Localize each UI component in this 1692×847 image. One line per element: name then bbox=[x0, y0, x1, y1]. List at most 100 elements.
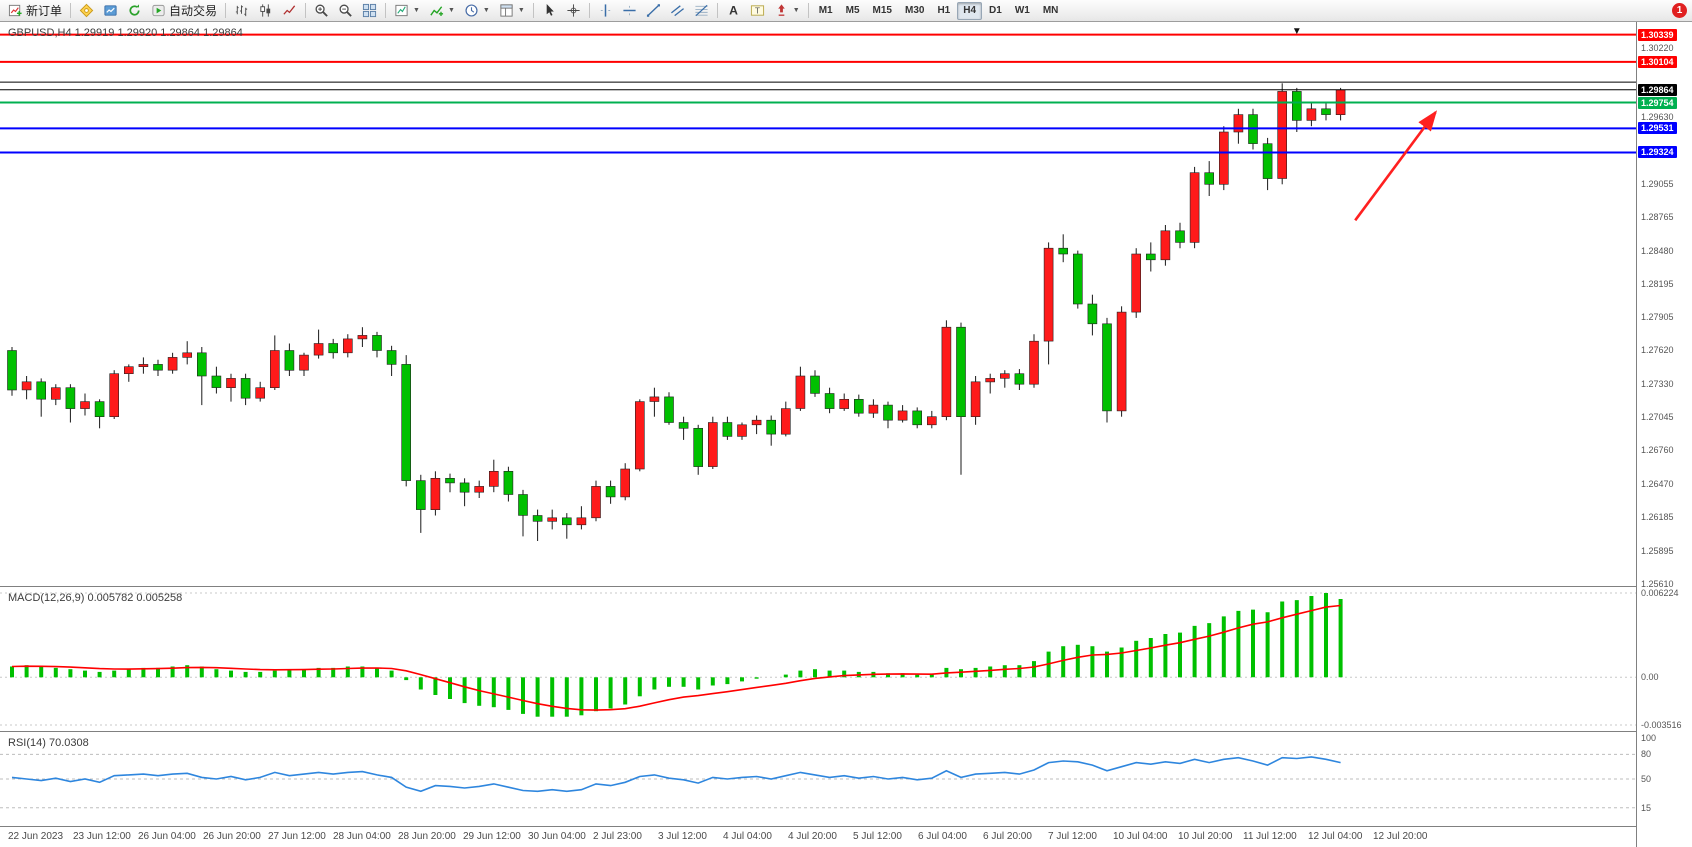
price-badge: 1.29324 bbox=[1638, 146, 1677, 158]
toolbar-separator bbox=[532, 3, 534, 18]
toolbar-separator bbox=[588, 3, 590, 18]
rsi-line bbox=[11, 756, 1341, 793]
wizard-button[interactable] bbox=[75, 1, 98, 21]
vertical-line-button[interactable] bbox=[594, 1, 617, 21]
svg-text:A: A bbox=[729, 4, 738, 18]
axis-tick-label: 1.25610 bbox=[1641, 579, 1674, 589]
panel-splitter bbox=[0, 826, 1692, 827]
timeframe-m15-button[interactable]: M15 bbox=[872, 5, 892, 16]
time-tick-label: 10 Jul 20:00 bbox=[1178, 831, 1233, 842]
periods-button[interactable]: ▼ bbox=[460, 1, 494, 21]
axis-tick-label: 1.29630 bbox=[1641, 112, 1674, 122]
indicators-button[interactable]: ▼ bbox=[425, 1, 459, 21]
cursor-button[interactable] bbox=[538, 1, 561, 21]
new-chart-button[interactable]: ▼ bbox=[390, 1, 424, 21]
text-button[interactable]: A bbox=[722, 1, 745, 21]
timeframe-d1-button[interactable]: D1 bbox=[989, 5, 1002, 16]
price-badge: 1.29531 bbox=[1638, 122, 1677, 134]
horizontal-line-button[interactable] bbox=[618, 1, 641, 21]
bars-chart-button[interactable] bbox=[230, 1, 253, 21]
candlesticks bbox=[7, 83, 1346, 541]
text-label-icon: T bbox=[750, 5, 764, 16]
tile-windows-button[interactable] bbox=[358, 1, 381, 21]
chevron-down-icon: ▼ bbox=[517, 7, 525, 14]
channel-icon bbox=[670, 5, 684, 17]
svg-text:T: T bbox=[755, 5, 760, 15]
arrows-icon bbox=[778, 4, 785, 16]
price-axis[interactable]: 1.30220 1.29630 1.29055 1.28765 1.28480 1.281… bbox=[1636, 22, 1692, 847]
autotrading-button[interactable]: 自动交易 bbox=[147, 1, 221, 21]
macd-signal-line bbox=[11, 604, 1341, 711]
candles-chart-button[interactable] bbox=[254, 1, 277, 21]
trend-arrow-annotation[interactable] bbox=[1354, 110, 1438, 222]
time-tick-label: 26 Jun 20:00 bbox=[203, 831, 261, 842]
axis-tick-label: -0.003516 bbox=[1641, 720, 1682, 730]
candles-chart-icon bbox=[260, 4, 271, 17]
market-button[interactable] bbox=[99, 1, 122, 21]
time-tick-label: 30 Jun 04:00 bbox=[528, 831, 586, 842]
templates-icon bbox=[500, 4, 513, 17]
panel-splitter[interactable] bbox=[0, 731, 1692, 732]
market-icon bbox=[104, 5, 117, 16]
zoom-out-button[interactable] bbox=[334, 1, 357, 21]
refresh-button[interactable] bbox=[123, 1, 146, 21]
hline-objects[interactable] bbox=[0, 33, 1636, 154]
timeframe-h4-button[interactable]: H4 bbox=[957, 1, 983, 20]
timeframe-m1-button[interactable]: M1 bbox=[818, 5, 833, 16]
macd-histogram bbox=[10, 593, 1343, 717]
chevron-down-icon: ▼ bbox=[447, 7, 455, 14]
tile-windows-icon bbox=[362, 3, 377, 18]
axis-tick-label: 1.30220 bbox=[1641, 43, 1674, 53]
timeframe-w1-button[interactable]: W1 bbox=[1014, 5, 1030, 16]
bar-marker-icon: ▼ bbox=[1292, 26, 1302, 37]
trendline-button[interactable] bbox=[642, 1, 665, 21]
axis-tick-label: 1.28765 bbox=[1641, 212, 1674, 222]
timeframe-m30-button[interactable]: M30 bbox=[904, 5, 925, 16]
macd-canvas[interactable] bbox=[0, 587, 1636, 731]
timeframe-m5-button[interactable]: M5 bbox=[845, 5, 860, 16]
rsi-canvas[interactable] bbox=[0, 732, 1636, 826]
time-tick-label: 4 Jul 04:00 bbox=[723, 831, 772, 842]
axis-tick-label: 1.27905 bbox=[1641, 312, 1674, 322]
axis-tick-label: 1.26470 bbox=[1641, 479, 1674, 489]
time-axis[interactable]: 22 Jun 2023 23 Jun 12:00 26 Jun 04:00 26 Ju… bbox=[0, 827, 1636, 847]
time-tick-label: 29 Jun 12:00 bbox=[463, 831, 521, 842]
refresh-icon bbox=[129, 4, 140, 16]
axis-tick-label: 50 bbox=[1641, 774, 1652, 784]
arrows-button[interactable]: ▼ bbox=[770, 1, 804, 21]
crosshair-button[interactable] bbox=[562, 1, 585, 21]
timeframe-mn-button[interactable]: MN bbox=[1042, 5, 1059, 16]
toolbar: 新订单 自动交易 ▼ ▼ ▼ ▼ A T ▼ M1 M5 M15 M30 H1 H4 D1 W1 MN bbox=[0, 0, 1692, 22]
toolbar-separator bbox=[70, 3, 72, 18]
fibonacci-button[interactable] bbox=[690, 1, 713, 21]
panel-splitter[interactable] bbox=[0, 586, 1692, 587]
new-order-button[interactable]: 新订单 bbox=[4, 1, 66, 21]
axis-tick-label: 1.28195 bbox=[1641, 279, 1674, 289]
line-chart-button[interactable] bbox=[278, 1, 301, 21]
axis-tick-label: 1.27330 bbox=[1641, 379, 1674, 389]
zoom-in-button[interactable] bbox=[310, 1, 333, 21]
new-chart-icon bbox=[395, 4, 408, 17]
time-tick-label: 11 Jul 12:00 bbox=[1243, 831, 1297, 842]
templates-button[interactable]: ▼ bbox=[495, 1, 529, 21]
timeframe-h1-button[interactable]: H1 bbox=[937, 5, 951, 16]
main-chart-canvas[interactable]: ▼ bbox=[0, 22, 1636, 586]
text-label-button[interactable]: T bbox=[746, 1, 769, 21]
time-tick-label: 3 Jul 12:00 bbox=[658, 831, 707, 842]
notification-badge[interactable]: 1 bbox=[1672, 3, 1687, 18]
price-badge: 1.29864 bbox=[1638, 84, 1677, 96]
time-tick-label: 2 Jul 23:00 bbox=[593, 831, 642, 842]
axis-tick-label: 1.27045 bbox=[1641, 412, 1674, 422]
zoom-out-icon bbox=[339, 4, 352, 17]
price-badge: 1.30339 bbox=[1638, 29, 1677, 41]
macd-panel: MACD(12,26,9) 0.005782 0.005258 bbox=[0, 587, 1636, 731]
toolbar-separator bbox=[385, 3, 387, 18]
autotrading-icon bbox=[152, 4, 165, 17]
text-icon: A bbox=[729, 4, 738, 18]
time-tick-label: 23 Jun 12:00 bbox=[73, 831, 131, 842]
axis-tick-label: 0.006224 bbox=[1641, 588, 1679, 598]
time-tick-label: 6 Jul 04:00 bbox=[918, 831, 967, 842]
channel-button[interactable] bbox=[666, 1, 689, 21]
chevron-down-icon: ▼ bbox=[482, 7, 490, 14]
